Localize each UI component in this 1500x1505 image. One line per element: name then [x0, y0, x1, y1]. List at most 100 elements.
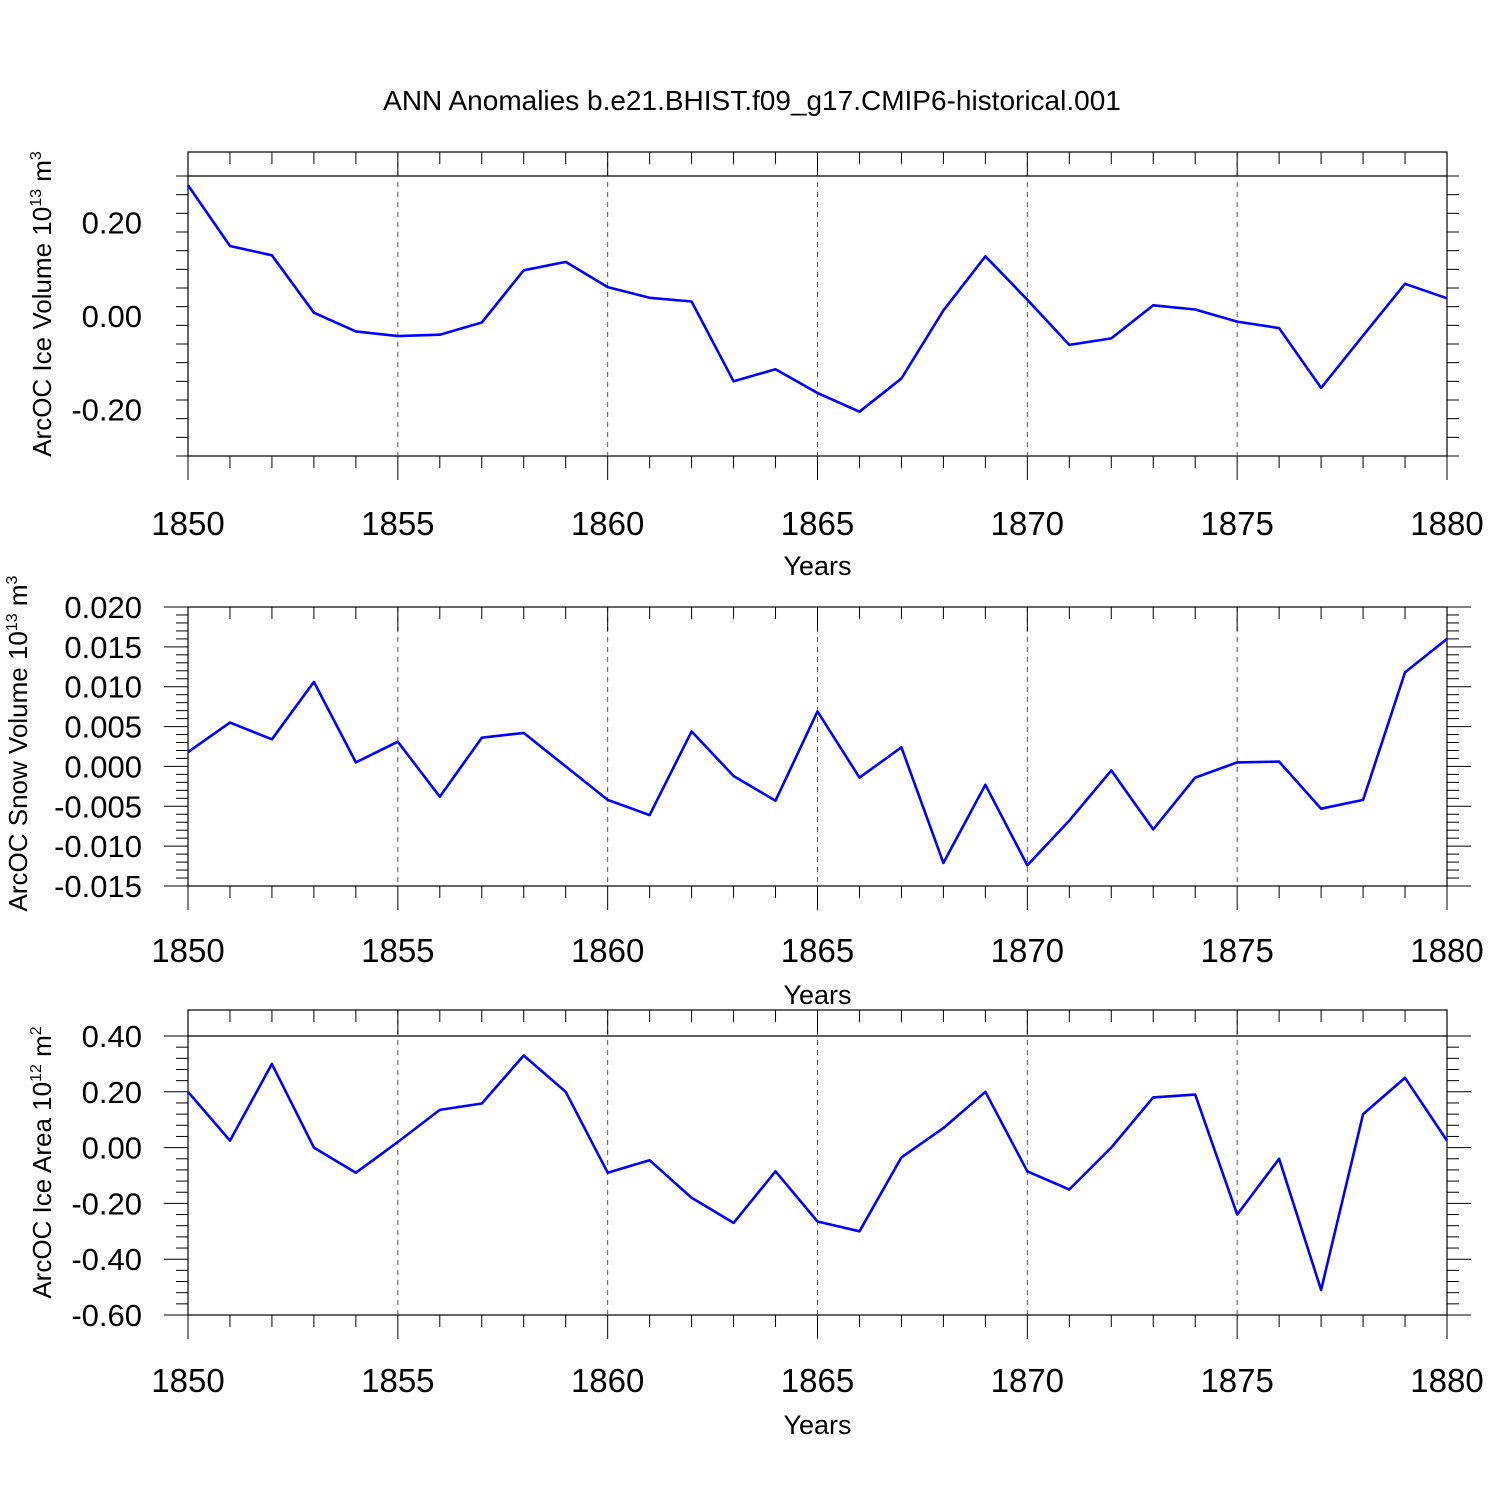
x-tick-label: 1875: [1200, 932, 1273, 969]
data-point: [354, 1171, 357, 1174]
data-point: [690, 300, 693, 303]
x-tick-label: 1850: [151, 505, 224, 542]
x-axis-label: Years: [783, 1410, 851, 1440]
x-tick-label: 1865: [781, 1362, 854, 1399]
y-tick-label: 0.00: [82, 1131, 142, 1166]
data-point: [270, 738, 273, 741]
data-point: [816, 392, 819, 395]
y-axis-label: ArcOC Snow Volume 1013 m3: [3, 575, 33, 911]
x-tick-label: 1865: [781, 932, 854, 969]
data-point: [1110, 1146, 1113, 1149]
data-point: [228, 245, 231, 248]
data-point: [1152, 1096, 1155, 1099]
data-point: [396, 740, 399, 743]
panel-ice-volume: 0.20 0.00 -0.20 1850 1855 1860 1865 1870 1875 188…: [27, 151, 1484, 581]
x-tick-label: 1860: [571, 1362, 644, 1399]
y-axis-label-unit-exponent: 2: [28, 1026, 45, 1035]
data-point: [1026, 1170, 1029, 1173]
data-point: [900, 377, 903, 380]
data-point: [1278, 1157, 1281, 1160]
data-point: [858, 1230, 861, 1233]
data-point: [1446, 297, 1449, 300]
data-point: [396, 335, 399, 338]
data-point: [1446, 637, 1449, 640]
data-point: [1278, 327, 1281, 330]
series-line: [187, 637, 1448, 867]
y-axis-label-unit: m: [27, 1035, 57, 1064]
data-point: [1026, 864, 1029, 867]
data-point: [187, 184, 190, 187]
data-point: [564, 765, 567, 768]
y-axis-label-text: ArcOC Ice Area 10: [27, 1082, 57, 1299]
data-point: [354, 761, 357, 764]
x-tick-label: 1855: [361, 932, 434, 969]
data-point: [1110, 337, 1113, 340]
x-tick-label: 1850: [151, 932, 224, 969]
data-point: [606, 286, 609, 289]
y-tick-label: 0.015: [64, 630, 142, 665]
y-tick-label: -0.40: [71, 1242, 142, 1277]
panel-snow-volume: 0.020 0.015 0.010 0.005 0.000 -0.005 -0.010 -0.…: [3, 575, 1484, 1010]
x-tick-label: 1860: [571, 505, 644, 542]
data-point: [1236, 320, 1239, 323]
data-point: [900, 746, 903, 749]
data-point: [522, 269, 525, 272]
data-point: [1110, 769, 1113, 772]
y-tick-label: 0.20: [82, 206, 142, 241]
data-point: [1236, 1213, 1239, 1216]
data-point: [648, 814, 651, 817]
data-point: [1068, 1188, 1071, 1191]
data-point: [1068, 819, 1071, 822]
data-point: [438, 795, 441, 798]
data-point: [438, 1108, 441, 1111]
data-point: [1194, 1093, 1197, 1096]
data-point: [1068, 343, 1071, 346]
x-tick-label: 1875: [1200, 1362, 1273, 1399]
data-point: [1152, 828, 1155, 831]
data-point: [312, 680, 315, 683]
data-point: [480, 736, 483, 739]
y-axis-label-exponent: 13: [28, 189, 45, 207]
x-tick-label: 1865: [781, 505, 854, 542]
data-point: [270, 254, 273, 257]
data-point: [690, 730, 693, 733]
data-point: [1404, 1076, 1407, 1079]
data-point: [816, 710, 819, 713]
data-point: [1026, 298, 1029, 301]
data-point: [648, 296, 651, 299]
data-point: [1362, 798, 1365, 801]
data-point: [732, 774, 735, 777]
x-tick-label: 1855: [361, 1362, 434, 1399]
data-point: [1152, 304, 1155, 307]
data-point: [1194, 308, 1197, 311]
data-point: [564, 260, 567, 263]
data-point: [522, 731, 525, 734]
y-axis-label: ArcOC Ice Volume 1013 m3: [27, 151, 57, 457]
data-point: [1362, 1113, 1365, 1116]
y-axis-label-unit: m: [3, 584, 33, 613]
y-axis-label-text: ArcOC Ice Volume 10: [27, 207, 57, 457]
data-point: [228, 1139, 231, 1142]
x-tick-label: 1870: [991, 505, 1064, 542]
data-point: [522, 1054, 525, 1057]
data-point: [187, 1090, 190, 1093]
x-tick-label: 1870: [991, 1362, 1064, 1399]
y-tick-label: 0.40: [82, 1019, 142, 1054]
data-point: [1194, 776, 1197, 779]
y-axis-label-text: ArcOC Snow Volume 10: [3, 631, 33, 911]
y-axis-label-unit-exponent: 3: [4, 575, 21, 584]
data-point: [480, 321, 483, 324]
data-point: [312, 311, 315, 314]
y-axis-label: ArcOC Ice Area 1012 m2: [27, 1026, 57, 1298]
data-point: [1320, 807, 1323, 810]
y-tick-label: -0.20: [71, 1186, 142, 1221]
data-point: [984, 783, 987, 786]
data-point: [648, 1159, 651, 1162]
x-tick-label: 1875: [1200, 505, 1273, 542]
y-axis-label-unit: m: [27, 160, 57, 189]
y-tick-label: -0.015: [54, 869, 142, 904]
x-tick-label: 1880: [1410, 932, 1483, 969]
y-tick-label: 0.020: [64, 590, 142, 625]
